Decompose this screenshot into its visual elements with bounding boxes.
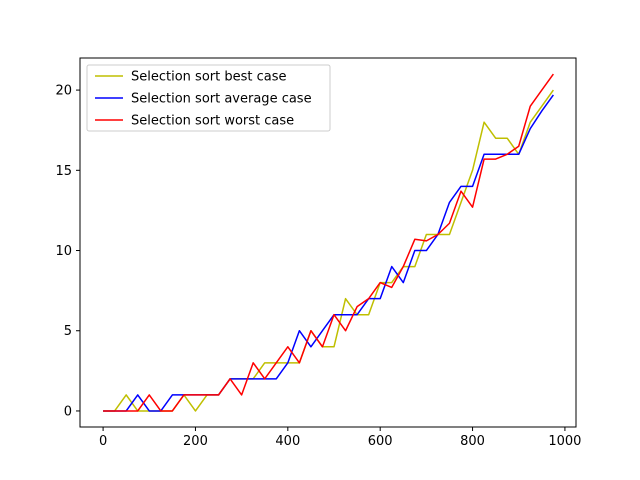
y-tick-label: 10 xyxy=(55,244,72,259)
legend-label-2: Selection sort worst case xyxy=(131,114,294,129)
series-line-1 xyxy=(103,94,554,412)
y-axis: 0 5 10 15 20 xyxy=(55,84,80,419)
legend-label-1: Selection sort average case xyxy=(131,92,312,107)
x-tick-label: 600 xyxy=(368,434,393,449)
series-layer xyxy=(103,73,554,412)
x-tick-label: 0 xyxy=(99,434,107,449)
y-tick-label: 20 xyxy=(55,84,72,99)
series-line-2 xyxy=(103,73,554,412)
y-tick-label: 15 xyxy=(55,164,72,179)
legend-label-0: Selection sort best case xyxy=(131,70,286,85)
x-axis: 0 200 400 600 800 1000 xyxy=(99,427,581,449)
y-tick-label: 0 xyxy=(64,404,72,419)
plot-frame xyxy=(79,57,577,428)
y-tick-label: 5 xyxy=(64,324,72,339)
x-tick-label: 800 xyxy=(460,434,485,449)
x-tick-label: 200 xyxy=(183,434,208,449)
x-tick-label: 400 xyxy=(275,434,300,449)
legend: Selection sort best case Selection sort a… xyxy=(86,64,331,132)
x-tick-label: 1000 xyxy=(548,434,581,449)
legend-box xyxy=(86,64,331,132)
